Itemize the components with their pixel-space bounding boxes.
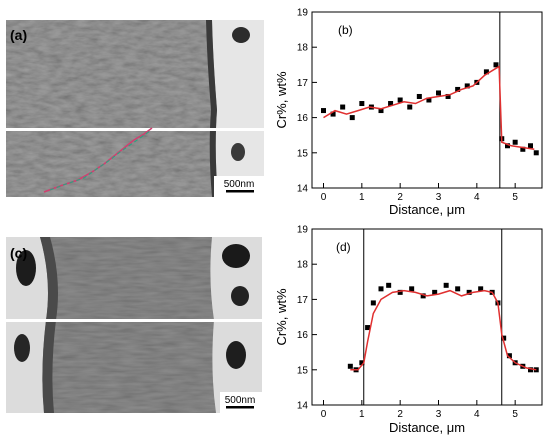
x-tick-label: 0 — [321, 192, 327, 203]
data-point — [388, 101, 394, 107]
data-point — [407, 104, 413, 110]
data-point — [464, 83, 470, 89]
scale-bar-line — [226, 406, 254, 409]
y-tick-label: 16 — [297, 330, 309, 341]
y-tick-label: 19 — [297, 8, 309, 19]
data-point — [483, 69, 489, 75]
y-tick-label: 15 — [297, 148, 309, 159]
data-point — [478, 286, 484, 292]
data-point — [347, 363, 353, 369]
chart-d: 0 1 2 3 4 5 14 15 16 17 18 19 Distance, μm Cr%, wt… — [274, 225, 543, 435]
x-tick-label: 0 — [321, 409, 327, 420]
data-point — [501, 335, 507, 341]
data-point — [528, 143, 533, 149]
chart-b: 0 1 2 3 4 5 14 15 16 17 18 19 Distance, μm Cr%, wt… — [274, 8, 543, 217]
x-tick-label: 1 — [359, 192, 365, 203]
data-point — [455, 86, 461, 92]
data-point — [512, 139, 518, 145]
y-tick-label: 15 — [297, 365, 309, 376]
x-tick-label: 2 — [397, 192, 403, 203]
data-point — [359, 101, 365, 107]
data-point — [443, 282, 449, 288]
data-point — [426, 97, 432, 103]
data-point — [436, 90, 441, 96]
data-point — [397, 97, 403, 103]
data-point — [420, 293, 426, 299]
scale-bar-label: 500nm — [225, 395, 256, 406]
plot-frame — [311, 11, 543, 189]
y-tick-label: 17 — [297, 295, 309, 306]
y-axis-label: Cr%, wt% — [274, 288, 289, 346]
data-point — [359, 360, 365, 366]
data-point — [321, 108, 326, 114]
data-point — [533, 150, 539, 156]
data-point — [340, 104, 346, 110]
x-axis-label: Distance, μm — [389, 420, 465, 435]
data-point — [409, 286, 415, 292]
y-tick-label: 14 — [297, 184, 309, 195]
data-point — [370, 300, 376, 306]
data-point — [466, 289, 472, 295]
data-point — [349, 115, 355, 121]
y-tick-label: 14 — [297, 401, 309, 412]
y-tick-label: 18 — [297, 43, 309, 54]
data-point — [365, 325, 371, 331]
data-point — [416, 93, 422, 99]
x-tick-label: 1 — [359, 409, 365, 420]
x-tick-label: 5 — [512, 192, 518, 203]
data-point — [493, 62, 499, 68]
y-axis-label: Cr%, wt% — [274, 71, 289, 129]
x-tick-label: 3 — [436, 192, 442, 203]
x-tick-label: 4 — [474, 409, 480, 420]
data-point — [520, 146, 526, 152]
y-tick-label: 18 — [297, 260, 309, 271]
micrograph-a: 500nm (a) — [6, 20, 264, 197]
smoothed-fit-line — [350, 289, 537, 371]
line-scan-trace-alt — [49, 130, 151, 191]
panel-label-d: (d) — [336, 240, 351, 254]
data-point — [528, 367, 533, 373]
smoothed-fit-line — [323, 65, 535, 151]
x-tick-label: 2 — [397, 409, 403, 420]
panel-label-b: (b) — [338, 23, 353, 37]
panel-label-a: (a) — [10, 27, 27, 43]
data-point — [505, 143, 510, 149]
y-tick-label: 19 — [297, 225, 309, 236]
line-scan-marker — [6, 319, 262, 322]
data-point — [397, 289, 403, 295]
panel-label-c: (c) — [10, 245, 27, 261]
data-point — [378, 286, 384, 292]
data-point — [330, 111, 336, 117]
plot-frame — [311, 228, 543, 406]
y-tick-label: 16 — [297, 113, 309, 124]
data-point — [455, 286, 461, 292]
x-tick-label: 4 — [474, 192, 480, 203]
data-point — [386, 282, 392, 288]
data-point — [432, 289, 438, 295]
x-tick-label: 3 — [436, 409, 442, 420]
x-tick-label: 5 — [512, 409, 518, 420]
data-point — [506, 353, 512, 359]
scale-bar-label: 500nm — [224, 179, 255, 190]
data-point — [445, 93, 451, 99]
micrograph-c: 500nm (c) — [6, 237, 262, 413]
x-axis-label: Distance, μm — [389, 202, 465, 217]
data-point — [378, 108, 384, 114]
y-tick-label: 17 — [297, 78, 309, 89]
line-scan-marker — [6, 128, 264, 131]
